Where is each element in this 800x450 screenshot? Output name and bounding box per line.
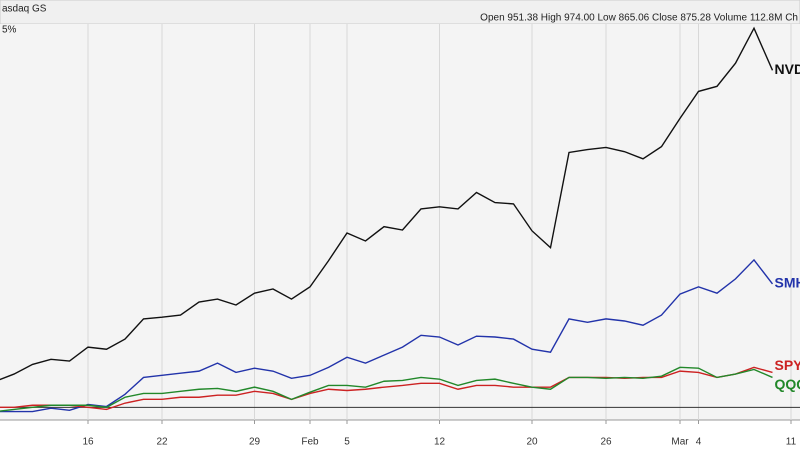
series-line (0, 26, 774, 381)
x-tick-label: 11 (786, 437, 797, 448)
x-tick-label: 5 (344, 437, 350, 448)
x-tick-label: 4 (696, 437, 702, 448)
x-tick-label: 22 (156, 437, 168, 448)
x-tick-label: 12 (434, 437, 446, 448)
exchange-label: asdaq GS (2, 4, 47, 15)
x-tick-label: 29 (249, 437, 261, 448)
x-tick-label: Mar (671, 437, 689, 448)
quote-label: Open 951.38 High 974.00 Low 865.06 Close… (480, 13, 798, 24)
series-line (0, 366, 773, 411)
series-line (0, 366, 773, 412)
x-tick-label: 26 (600, 437, 612, 448)
x-tick-label: 16 (82, 437, 94, 448)
x-tick-label: 20 (526, 437, 538, 448)
scale-note: 5% (2, 25, 17, 36)
series-line (0, 258, 774, 413)
plot-area (0, 24, 800, 420)
series-end-label: SMH (775, 275, 800, 291)
series-end-label: QQQ (775, 376, 800, 392)
series-end-label: NVDA (775, 61, 800, 77)
series-end-label: SPY (775, 357, 800, 373)
x-tick-label: Feb (301, 437, 319, 448)
